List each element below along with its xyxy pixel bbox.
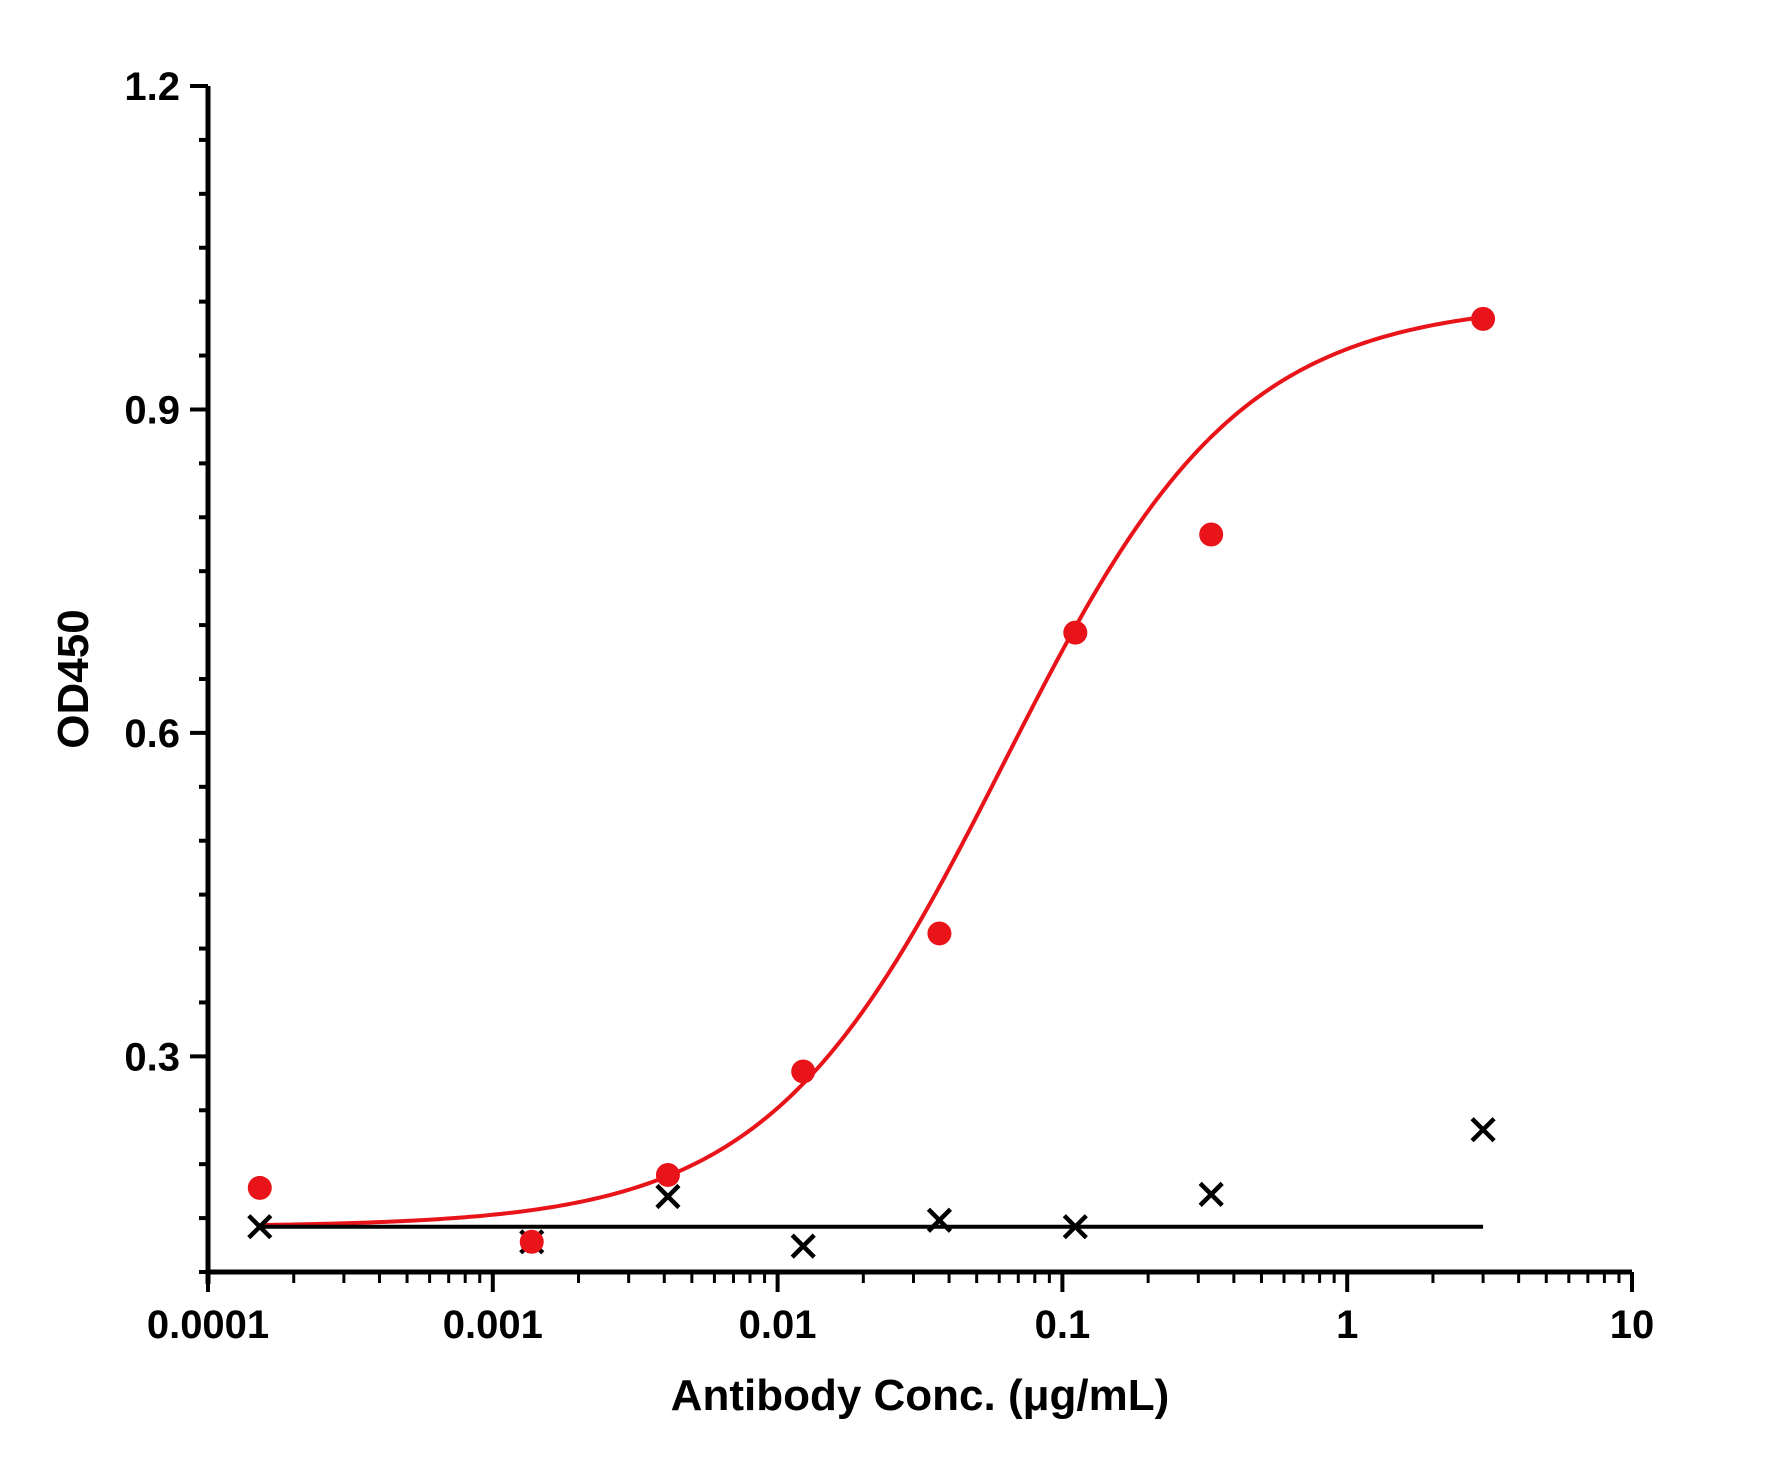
cross-stroke bbox=[1470, 1117, 1496, 1143]
x-tick-label: 1 bbox=[1336, 1303, 1358, 1347]
red-fit-curve bbox=[259, 315, 1484, 1228]
black-data-point bbox=[926, 1207, 953, 1233]
red-data-point bbox=[791, 1059, 816, 1084]
y-tick-label: 0.3 bbox=[124, 1035, 180, 1079]
y-tick-label: 0.9 bbox=[124, 388, 180, 432]
red-data-point bbox=[247, 1175, 272, 1200]
cross-stroke bbox=[1198, 1181, 1224, 1207]
red-data-point bbox=[1471, 306, 1496, 331]
red-data-point bbox=[927, 921, 952, 946]
x-axis-title: Antibody Conc. (μg/mL) bbox=[671, 1371, 1170, 1420]
red-data-point bbox=[1199, 522, 1224, 547]
cross-stroke bbox=[926, 1207, 953, 1233]
red-data-point bbox=[655, 1162, 680, 1187]
data-marks bbox=[247, 306, 1496, 1259]
axes: 0.3 0.6 0.9 1.2 0.0001 0.001 0.01 0.1 1 10 bbox=[124, 65, 1654, 1347]
black-data-point bbox=[247, 1214, 273, 1240]
x-tick-label: 0.0001 bbox=[147, 1303, 269, 1347]
red-data-point bbox=[1063, 620, 1088, 645]
black-data-point bbox=[1062, 1214, 1088, 1240]
x-tick-label: 0.001 bbox=[443, 1303, 543, 1347]
cross-stroke bbox=[790, 1233, 816, 1259]
y-tick-label: 1.2 bbox=[124, 65, 180, 109]
black-data-point bbox=[1470, 1117, 1496, 1143]
black-data-point bbox=[1198, 1181, 1224, 1207]
black-data-point bbox=[790, 1233, 816, 1259]
x-tick-label: 0.01 bbox=[739, 1303, 817, 1347]
cross-stroke bbox=[1062, 1214, 1088, 1240]
y-tick-label: 0.6 bbox=[124, 712, 180, 756]
cross-stroke bbox=[247, 1214, 273, 1240]
fit-curves bbox=[259, 315, 1484, 1229]
x-tick-label: 10 bbox=[1610, 1303, 1655, 1347]
red-data-point bbox=[519, 1229, 544, 1254]
black-data-point bbox=[655, 1183, 681, 1210]
x-tick-label: 0.1 bbox=[1035, 1303, 1091, 1347]
y-axis-title: OD450 bbox=[49, 609, 98, 748]
cross-stroke bbox=[655, 1183, 681, 1210]
